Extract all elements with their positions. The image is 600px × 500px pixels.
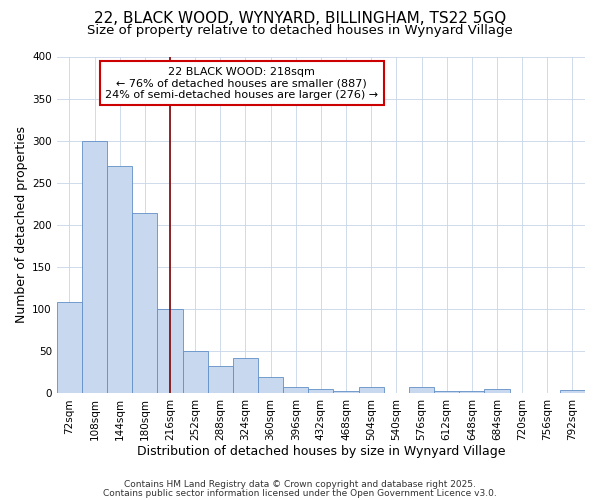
Bar — [258, 376, 283, 394]
Bar — [57, 302, 82, 394]
Text: Size of property relative to detached houses in Wynyard Village: Size of property relative to detached ho… — [87, 24, 513, 37]
Bar — [283, 388, 308, 394]
Text: 22 BLACK WOOD: 218sqm
← 76% of detached houses are smaller (887)
24% of semi-det: 22 BLACK WOOD: 218sqm ← 76% of detached … — [105, 66, 378, 100]
Bar — [434, 391, 459, 394]
Bar — [182, 351, 208, 394]
Y-axis label: Number of detached properties: Number of detached properties — [15, 126, 28, 324]
Text: 22, BLACK WOOD, WYNYARD, BILLINGHAM, TS22 5GQ: 22, BLACK WOOD, WYNYARD, BILLINGHAM, TS2… — [94, 11, 506, 26]
Bar — [157, 309, 182, 394]
Bar — [308, 389, 334, 394]
Bar — [334, 391, 359, 394]
Bar — [82, 140, 107, 394]
Bar — [459, 391, 484, 394]
Bar — [409, 388, 434, 394]
Bar — [208, 366, 233, 394]
Text: Contains public sector information licensed under the Open Government Licence v3: Contains public sector information licen… — [103, 488, 497, 498]
Bar — [132, 213, 157, 394]
Text: Contains HM Land Registry data © Crown copyright and database right 2025.: Contains HM Land Registry data © Crown c… — [124, 480, 476, 489]
Bar — [384, 392, 409, 394]
Bar — [560, 390, 585, 394]
Bar — [484, 389, 509, 394]
Bar — [535, 392, 560, 394]
Bar — [233, 358, 258, 394]
Bar — [107, 166, 132, 394]
Bar — [509, 392, 535, 394]
Bar — [359, 388, 384, 394]
X-axis label: Distribution of detached houses by size in Wynyard Village: Distribution of detached houses by size … — [137, 444, 505, 458]
